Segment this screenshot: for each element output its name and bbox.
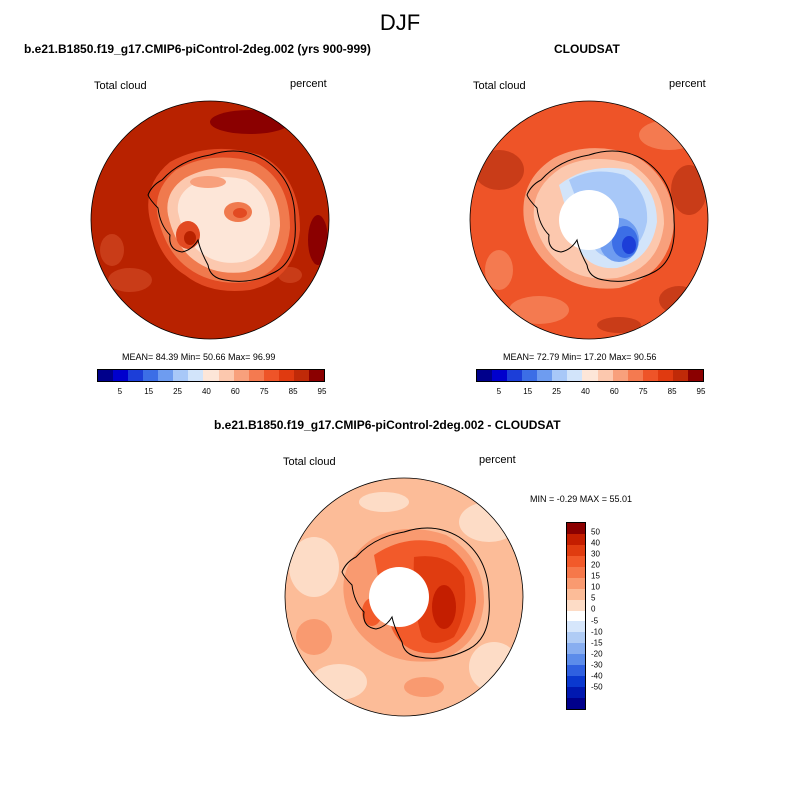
colorbar-swatch	[567, 610, 585, 622]
colorbar-swatch	[567, 533, 585, 545]
colorbar-tick-label: 95	[317, 387, 327, 396]
colorbar-tick-label: 30	[591, 549, 600, 559]
colorbar-swatch	[567, 632, 585, 644]
panel2-variable: Total cloud	[473, 80, 526, 92]
colorbar-swatch	[537, 370, 553, 381]
colorbar-swatch	[612, 370, 628, 381]
panel3-stats: MIN = -0.29 MAX = 55.01	[530, 494, 633, 504]
panel2-stats: MEAN= 72.79 Min= 17.20 Max= 90.56	[503, 352, 657, 362]
colorbar-swatch	[143, 370, 159, 381]
colorbar-swatch	[642, 370, 658, 381]
colorbar-swatch	[567, 588, 585, 600]
colorbar-tick-label: -5	[591, 616, 599, 626]
colorbar-tick-label: 60	[230, 387, 240, 396]
colorbar-swatch	[567, 698, 585, 709]
panel3-variable: Total cloud	[283, 456, 336, 468]
panel1-stats: MEAN= 84.39 Min= 50.66 Max= 96.99	[122, 352, 276, 362]
colorbar-swatch	[567, 676, 585, 688]
colorbar-swatch	[507, 370, 523, 381]
colorbar-tick-label: 15	[591, 571, 600, 581]
colorbar-swatch	[522, 370, 538, 381]
panel3-map	[284, 477, 524, 717]
colorbar-tick-label: 40	[591, 538, 600, 548]
panel1-title: b.e21.B1850.f19_g17.CMIP6-piControl-2deg…	[24, 42, 371, 56]
colorbar-swatch	[293, 370, 309, 381]
colorbar-swatch	[263, 370, 279, 381]
colorbar-swatch	[218, 370, 234, 381]
colorbar-swatch	[113, 370, 129, 381]
colorbar-swatch	[552, 370, 568, 381]
panel3-colorbar	[566, 522, 586, 710]
colorbar-tick-label: 85	[288, 387, 298, 396]
colorbar-tick-label: 20	[591, 560, 600, 570]
colorbar-swatch	[477, 370, 493, 381]
colorbar-swatch	[567, 643, 585, 655]
colorbar-swatch	[567, 523, 585, 534]
colorbar-tick-label: 60	[609, 387, 619, 396]
colorbar-tick-label: 40	[580, 387, 590, 396]
colorbar-swatch	[567, 577, 585, 589]
panel2-units: percent	[669, 78, 706, 90]
colorbar-swatch	[203, 370, 219, 381]
colorbar-swatch	[567, 654, 585, 666]
colorbar-swatch	[567, 370, 583, 381]
colorbar-swatch	[308, 370, 324, 381]
colorbar-tick-label: 0	[591, 604, 596, 614]
colorbar-tick-label: 95	[696, 387, 706, 396]
colorbar-tick-label: 5	[591, 593, 596, 603]
colorbar-swatch	[98, 370, 114, 381]
colorbar-tick-label: 15	[523, 387, 533, 396]
colorbar-tick-label: 10	[591, 582, 600, 592]
colorbar-tick-label: -20	[591, 649, 603, 659]
colorbar-swatch	[687, 370, 703, 381]
colorbar-swatch	[278, 370, 294, 381]
colorbar-swatch	[567, 566, 585, 578]
colorbar-swatch	[567, 687, 585, 698]
colorbar-swatch	[128, 370, 144, 381]
panel3-title: b.e21.B1850.f19_g17.CMIP6-piControl-2deg…	[214, 418, 561, 432]
colorbar-tick-label: 5	[117, 387, 123, 396]
colorbar-tick-label: 50	[591, 527, 600, 537]
colorbar-tick-label: 75	[259, 387, 269, 396]
colorbar-swatch	[597, 370, 613, 381]
colorbar-tick-label: 15	[144, 387, 154, 396]
colorbar-swatch	[233, 370, 249, 381]
colorbar-swatch	[492, 370, 508, 381]
colorbar-tick-label: 5	[496, 387, 502, 396]
panel1-colorbar	[97, 369, 325, 382]
colorbar-tick-label: -50	[591, 682, 603, 692]
colorbar-tick-label: 85	[667, 387, 677, 396]
colorbar-tick-label: 25	[173, 387, 182, 396]
colorbar-tick-label: 75	[638, 387, 648, 396]
colorbar-swatch	[188, 370, 204, 381]
colorbar-tick-label: -30	[591, 660, 603, 670]
panel1-variable: Total cloud	[94, 80, 147, 92]
colorbar-swatch	[657, 370, 673, 381]
colorbar-swatch	[567, 621, 585, 633]
panel2-map	[469, 100, 709, 340]
panel1-map	[90, 100, 330, 340]
colorbar-tick-label: -15	[591, 638, 603, 648]
panel3-units: percent	[479, 454, 516, 466]
colorbar-swatch	[672, 370, 688, 381]
panel2-title: CLOUDSAT	[554, 42, 620, 56]
colorbar-tick-label: -10	[591, 627, 603, 637]
colorbar-swatch	[248, 370, 264, 381]
colorbar-swatch	[158, 370, 174, 381]
panel1-units: percent	[290, 78, 327, 90]
colorbar-swatch	[567, 555, 585, 567]
colorbar-tick-label: -40	[591, 671, 603, 681]
colorbar-swatch	[567, 665, 585, 677]
colorbar-swatch	[567, 544, 585, 556]
colorbar-swatch	[582, 370, 598, 381]
panel2-colorbar	[476, 369, 704, 382]
colorbar-swatch	[567, 599, 585, 611]
season-title: DJF	[379, 10, 421, 35]
colorbar-swatch	[173, 370, 189, 381]
colorbar-tick-label: 40	[201, 387, 211, 396]
colorbar-swatch	[627, 370, 643, 381]
colorbar-tick-label: 25	[552, 387, 561, 396]
